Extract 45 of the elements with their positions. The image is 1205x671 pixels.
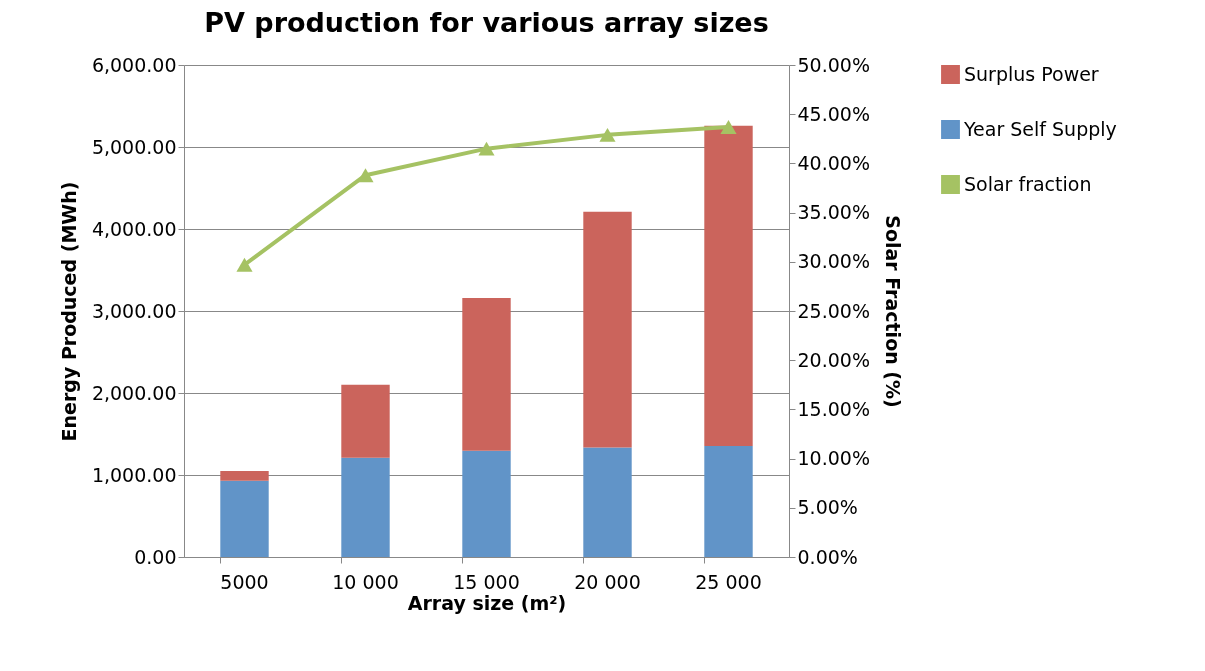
bar <box>704 125 753 446</box>
y2-tick-label: 25.00% <box>797 299 870 322</box>
bar <box>462 450 511 557</box>
x-tick-label: 5000 <box>220 570 269 593</box>
y2-tick-label: 40.00% <box>797 151 870 174</box>
y2-tick-label: 15.00% <box>797 397 870 420</box>
y-tick-label: 0.00 <box>134 545 177 568</box>
point <box>478 141 495 156</box>
legend-label: Year Self Supply <box>963 117 1117 140</box>
x-tick-label: 15 000 <box>453 570 520 593</box>
y2-tick-label: 45.00% <box>797 102 870 125</box>
y-axis-title: Energy Produced (MWh) <box>57 181 80 442</box>
y2-tick-label: 50.00% <box>797 53 870 76</box>
x-tick-label: 20 000 <box>574 570 641 593</box>
y2-tick-label: 30.00% <box>797 250 870 273</box>
bar <box>220 480 269 557</box>
x-axis-title: Array size (m²) <box>407 591 567 614</box>
bar <box>220 470 269 481</box>
point <box>720 120 737 134</box>
legend-label: Solar fraction <box>964 172 1092 195</box>
y2-tick-label: 20.00% <box>797 348 870 371</box>
bar <box>583 211 632 448</box>
x-tick-label: 25 000 <box>695 570 762 593</box>
y-tick-label: 1,000.00 <box>91 463 177 486</box>
y-tick-label: 3,000.00 <box>91 299 177 322</box>
legend-label: Surplus Power <box>964 62 1099 85</box>
y2-tick-label: 10.00% <box>797 447 870 470</box>
bar <box>462 297 511 451</box>
bar <box>704 445 753 557</box>
y-tick-label: 6,000.00 <box>91 53 177 76</box>
point <box>599 127 616 142</box>
y2-tick-label: 5.00% <box>797 496 858 519</box>
chart-title: PV production for various array sizes <box>204 7 769 38</box>
y2-tick-label: 35.00% <box>797 201 870 224</box>
bar <box>341 384 390 458</box>
y2-axis-title: Solar Fraction (%) <box>881 215 904 408</box>
y-tick-label: 4,000.00 <box>91 217 177 240</box>
point <box>236 257 253 272</box>
bar <box>583 447 632 557</box>
y-tick-label: 2,000.00 <box>91 381 177 404</box>
y-tick-label: 5,000.00 <box>91 135 177 158</box>
bar <box>341 457 390 557</box>
x-tick-label: 10 000 <box>332 570 399 593</box>
point <box>357 168 374 183</box>
y2-tick-label: 0.00% <box>797 545 858 568</box>
